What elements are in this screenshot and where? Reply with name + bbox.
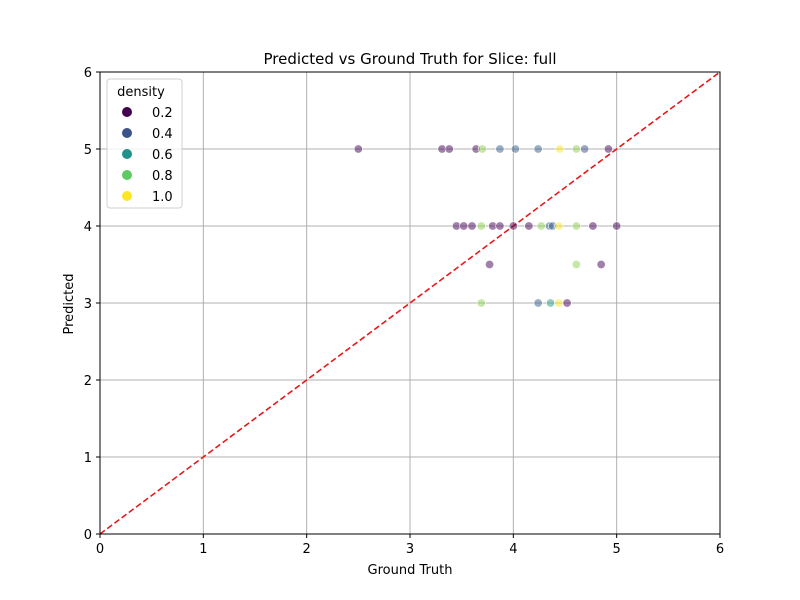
data-point [485,259,495,269]
y-tick-label: 2 [84,374,92,389]
legend-entries: 0.2 0.4 0.6 0.8 1.0 [122,106,173,205]
x-tick-label: 6 [716,542,724,557]
legend-label: 0.4 [152,127,173,142]
y-tick-label: 6 [84,66,92,81]
data-point [533,144,543,154]
legend-label: 0.2 [152,106,173,121]
x-tick-label: 5 [613,542,621,557]
x-tick-label: 1 [199,542,207,557]
data-point [476,221,486,231]
reference-line [99,71,721,535]
data-point [580,144,590,154]
x-tick-label: 0 [96,542,104,557]
legend-marker [122,191,132,201]
data-point [444,144,454,154]
data-point [477,144,487,154]
x-tick-label: 3 [406,542,414,557]
y-tick-label: 0 [84,528,92,543]
reference-line-group [99,71,721,535]
data-point [353,144,363,154]
legend-marker [122,128,132,138]
y-tick-label: 5 [84,143,92,158]
data-point [554,221,564,231]
y-tick-label: 1 [84,451,92,466]
x-tick-label: 2 [303,542,311,557]
data-point [571,259,581,269]
legend-marker [122,107,132,117]
data-point [555,144,565,154]
legend-label: 1.0 [152,190,173,205]
y-tick-label: 3 [84,297,92,312]
x-axis-ticks: 0 1 2 3 4 5 6 [96,534,724,557]
data-point [476,298,486,308]
data-point [612,221,622,231]
y-axis-label: Predicted [62,273,77,334]
data-point [495,221,505,231]
data-point [546,298,556,308]
legend-label: 0.8 [152,169,173,184]
data-point [588,221,598,231]
data-point [562,298,572,308]
data-point [510,144,520,154]
data-point [554,298,564,308]
data-point [508,221,518,231]
data-point [603,144,613,154]
chart-title: Predicted vs Ground Truth for Slice: ful… [263,50,556,68]
data-point [495,144,505,154]
legend-label: 0.6 [152,148,173,163]
legend-marker [122,170,132,180]
x-axis-label: Ground Truth [368,563,453,578]
data-point [571,221,581,231]
data-point [571,144,581,154]
data-point [524,221,534,231]
y-axis-ticks: 0 1 2 3 4 5 6 [84,66,100,543]
legend-marker [122,149,132,159]
data-point [536,221,546,231]
data-point [459,221,469,231]
data-point [596,259,606,269]
y-tick-label: 4 [84,220,92,235]
plot-area [99,71,721,535]
legend: density 0.2 0.4 0.6 0.8 1.0 [106,78,183,209]
legend-title: density [117,85,165,100]
data-points [353,144,622,308]
data-point [533,298,543,308]
data-point [467,221,477,231]
x-tick-label: 4 [509,542,517,557]
